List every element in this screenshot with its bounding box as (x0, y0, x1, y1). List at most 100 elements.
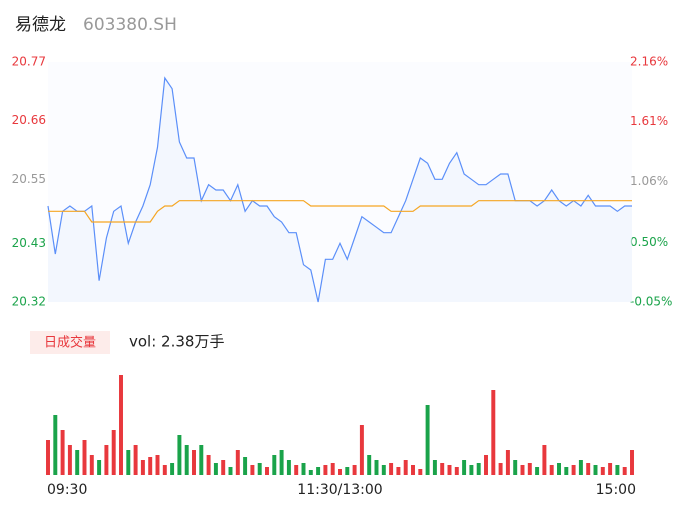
volume-bar (206, 455, 211, 475)
stock-code: 603380.SH (83, 15, 177, 35)
y2-tick-label: 1.61% (630, 114, 668, 128)
y2-tick-label: 2.16% (630, 55, 668, 69)
volume-bar (564, 467, 569, 475)
volume-bar (476, 463, 481, 475)
volume-bar (535, 467, 540, 475)
volume-bar (104, 445, 109, 475)
volume-bar (484, 455, 488, 475)
volume-bar (578, 460, 583, 475)
y-tick-label: 20.32 (12, 295, 46, 309)
volume-bar (67, 445, 72, 475)
volume-bar (177, 435, 182, 475)
x-tick-label: 11:30/13:00 (297, 482, 382, 498)
volume-bar (425, 405, 430, 475)
y-tick-label: 20.66 (12, 113, 46, 127)
volume-bar (367, 455, 372, 475)
volume-bar (338, 469, 342, 475)
volume-bar (199, 445, 204, 475)
volume-bar (440, 463, 445, 475)
volume-bar (462, 460, 467, 475)
volume-bar (586, 463, 591, 475)
volume-bar (498, 463, 503, 475)
volume-bar (46, 440, 50, 475)
y2-tick-label: -0.05% (630, 295, 672, 309)
volume-bar (345, 467, 350, 475)
volume-bar (359, 425, 364, 475)
volume-bar (294, 465, 299, 475)
avg-line (48, 200, 632, 223)
volume-bar (184, 445, 189, 475)
volume-bar (301, 463, 306, 475)
volume-bar (527, 463, 532, 475)
volume-bar (111, 430, 116, 475)
price-line (47, 76, 632, 303)
volume-bar (323, 465, 328, 475)
volume-bar (352, 465, 357, 475)
volume-tag: 日成交量 (44, 335, 96, 351)
volume-bar (308, 470, 313, 475)
volume-bar (491, 390, 496, 475)
volume-bar (155, 455, 160, 475)
y-tick-label: 20.77 (12, 55, 46, 69)
volume-bar (418, 469, 423, 475)
volume-bar (53, 415, 58, 475)
volume-summary: vol: 2.38万手 (129, 333, 224, 351)
volume-bar (403, 460, 408, 475)
y-tick-label: 20.55 (12, 172, 46, 186)
volume-bar (140, 460, 145, 475)
volume-bar (608, 463, 613, 475)
volume-bar (389, 463, 394, 475)
volume-bar (60, 430, 65, 475)
y2-tick-label: 1.06% (630, 174, 668, 188)
volume-bar (520, 465, 525, 475)
volume-bar (170, 463, 175, 475)
volume-bar (469, 465, 474, 475)
volume-bar (542, 445, 547, 475)
volume-tag-bg (30, 331, 110, 354)
volume-bar (192, 450, 196, 475)
volume-bar (432, 460, 437, 475)
volume-bar (571, 465, 576, 475)
volume-bar (396, 467, 401, 475)
volume-bar (411, 465, 415, 475)
x-tick-label: 09:30 (47, 482, 87, 498)
volume-bar (221, 460, 226, 475)
volume-bar (557, 463, 561, 475)
volume-bar (615, 465, 620, 475)
volume-bar (330, 463, 335, 475)
stock-name: 易德龙 (15, 15, 66, 35)
volume-bar (374, 460, 379, 475)
volume-bar (148, 457, 153, 475)
volume-bar (235, 450, 240, 475)
volume-bar (622, 467, 627, 475)
volume-bar (381, 465, 386, 475)
volume-bar (257, 463, 262, 475)
volume-bar (228, 467, 233, 475)
volume-bar (447, 465, 452, 475)
price-area (48, 78, 632, 302)
volume-bar (630, 450, 634, 475)
y2-tick-label: 0.50% (630, 235, 668, 249)
volume-bar (82, 440, 87, 475)
volume-bar (97, 460, 102, 475)
volume-bar (513, 460, 518, 475)
volume-bar (213, 463, 218, 475)
volume-bar (265, 467, 269, 475)
volume-bar (162, 465, 167, 475)
volume-bar (272, 455, 277, 475)
volume-bar (89, 455, 94, 475)
volume-bar (505, 450, 510, 475)
x-tick-label: 15:00 (596, 482, 636, 498)
volume-bar (316, 467, 321, 475)
volume-bar (593, 465, 598, 475)
volume-bar (250, 465, 255, 475)
volume-bar (279, 450, 284, 475)
volume-bar (600, 467, 605, 475)
volume-bar (133, 445, 138, 475)
volume-bar (75, 450, 80, 475)
volume-bar (454, 467, 459, 475)
volume-bar (126, 450, 131, 475)
volume-bar (243, 457, 248, 475)
volume-bar (119, 375, 123, 475)
